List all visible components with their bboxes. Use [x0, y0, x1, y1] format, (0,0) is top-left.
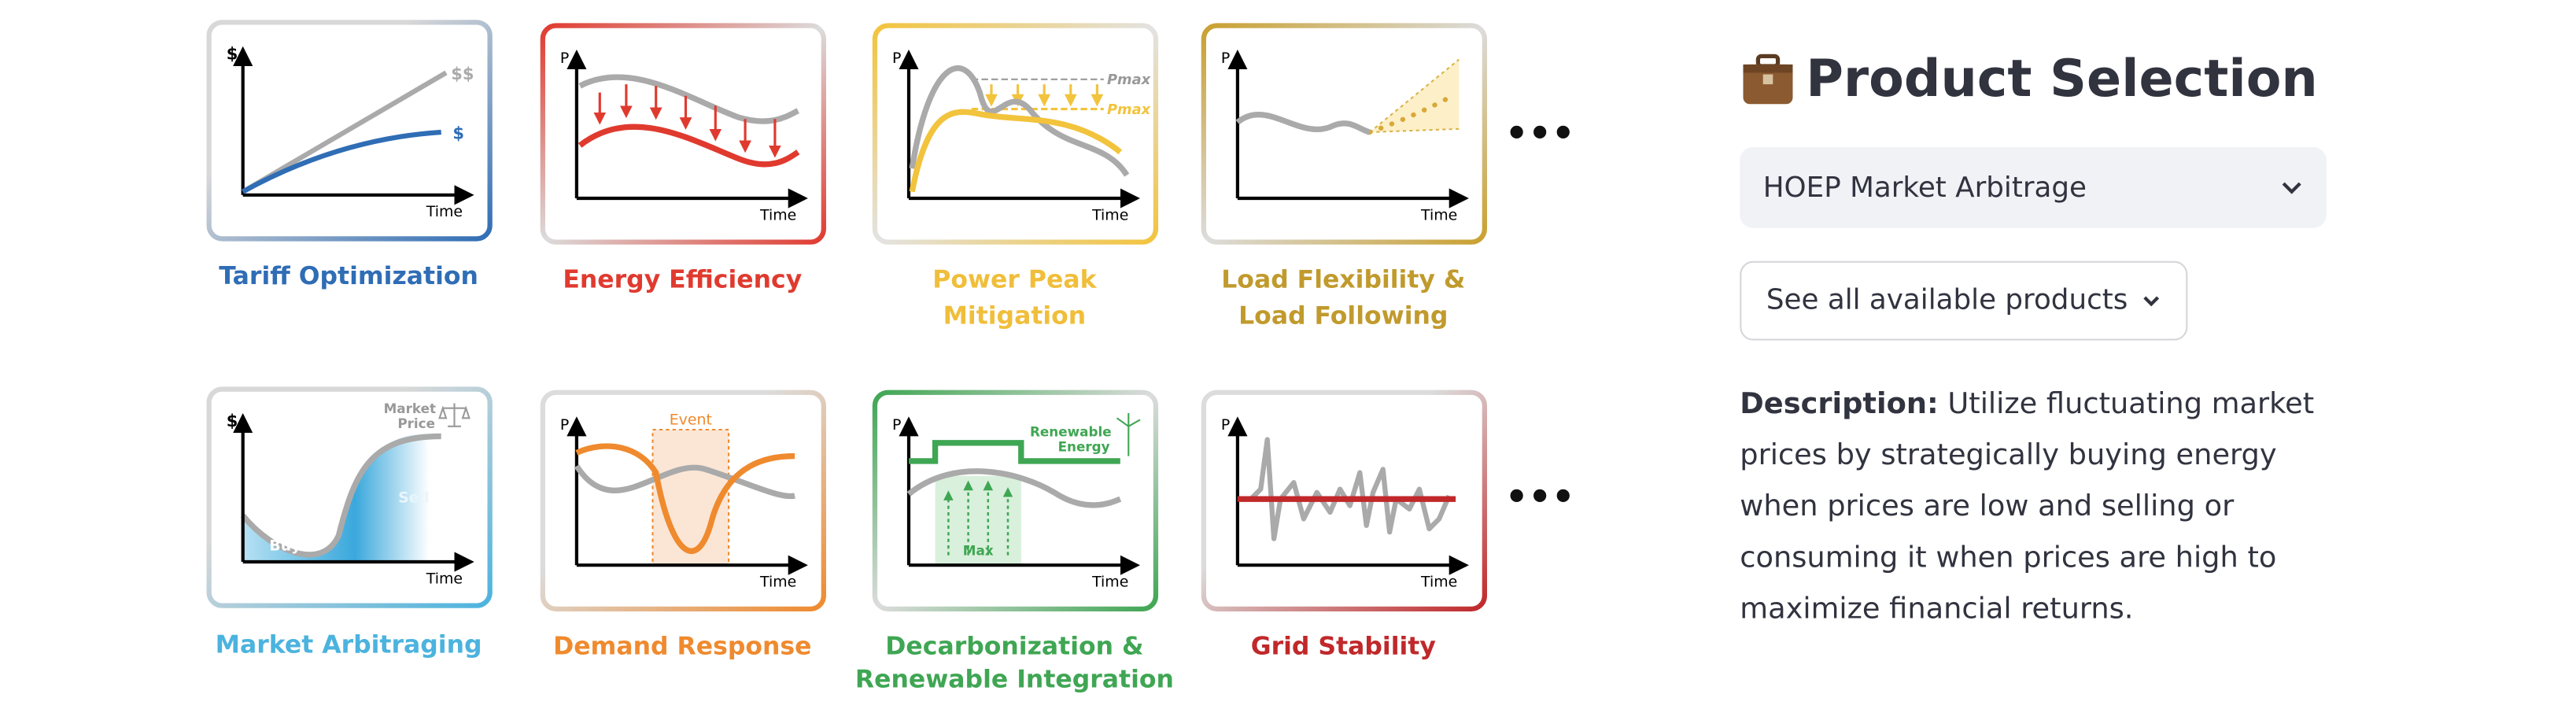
- card[interactable]: $ Time $$ $: [206, 20, 493, 242]
- y-axis-label: P: [892, 416, 901, 434]
- x-axis-label: Time: [1091, 206, 1128, 223]
- card-title: Power Peak: [932, 265, 1097, 294]
- more-indicator: •••: [1505, 475, 1575, 518]
- note: Renewable: [1030, 423, 1112, 439]
- card[interactable]: Event P Time: [540, 390, 826, 611]
- arrows: [985, 84, 1104, 107]
- select-box[interactable]: HOEP Market Arbitrage: [1740, 146, 2327, 228]
- band-edge: [1369, 58, 1460, 134]
- curve: [575, 443, 795, 554]
- y-axis-label: P: [892, 50, 901, 67]
- note: Max: [963, 543, 994, 559]
- curve: [242, 129, 441, 194]
- card-title: Market Arbitraging: [216, 630, 482, 659]
- x-axis-label: Time: [759, 206, 796, 223]
- arrows: [593, 84, 781, 158]
- chevron: [2142, 295, 2159, 306]
- button[interactable]: See all available products: [1740, 260, 2187, 341]
- y-axis-label: $: [227, 412, 238, 430]
- x-axis-label: Time: [759, 574, 796, 591]
- curve: [909, 65, 1130, 177]
- event-window: [651, 428, 730, 567]
- illustrations: $ Time $$ $ Tariff Optimization P Time E…: [206, 20, 1575, 694]
- card-title: Demand Response: [553, 633, 811, 661]
- title: Product Selection: [1806, 49, 2318, 109]
- x-axis-label: Time: [1420, 206, 1457, 223]
- note: $: [452, 124, 464, 142]
- curve: [240, 433, 441, 558]
- card[interactable]: $ Time Market Price Sell Buy: [206, 386, 493, 608]
- arrows: [943, 480, 1013, 556]
- x-axis-label: Time: [426, 570, 463, 587]
- card-frame: [1201, 23, 1487, 245]
- card-title: Decarbonization &: [885, 633, 1143, 661]
- card[interactable]: P Time Pmax Pmax: [872, 23, 1159, 245]
- y-axis-label: P: [1221, 50, 1230, 67]
- select-value: HOEP Market Arbitrage: [1762, 171, 2087, 205]
- curve: [909, 109, 1123, 193]
- x-axis-label: Time: [1091, 574, 1128, 591]
- y-axis-label: P: [560, 50, 569, 67]
- more-indicator: •••: [1505, 112, 1575, 154]
- note: Buy: [269, 537, 301, 554]
- card-title: Energy Efficiency: [563, 265, 802, 294]
- note: Event: [670, 412, 712, 429]
- heading: Product Selection: [1740, 43, 2334, 116]
- card-title: Grid Stability: [1251, 633, 1436, 661]
- y-axis-label: P: [1221, 416, 1230, 434]
- card-title: Mitigation: [943, 302, 1087, 330]
- briefcase-icon: [1743, 54, 1793, 105]
- note: Market: [384, 401, 436, 416]
- card-title: Load Following: [1238, 302, 1448, 330]
- x-axis-label: Time: [1420, 574, 1457, 591]
- note: Pmax: [1107, 72, 1151, 88]
- note: Pmax: [1107, 102, 1151, 118]
- forecast: [1367, 93, 1456, 135]
- description: Description: Utilize fluctuating market …: [1740, 380, 2327, 636]
- note: $$: [451, 65, 474, 83]
- description-label: Description:: [1740, 388, 1939, 422]
- curve: [908, 440, 1120, 464]
- x-axis-label: Time: [426, 203, 463, 220]
- area: [242, 433, 430, 562]
- curve: [906, 468, 1122, 508]
- description-text: Utilize fluctuating market prices by str…: [1740, 388, 2315, 626]
- card[interactable]: P Time: [540, 23, 826, 245]
- curve: [1235, 111, 1371, 135]
- card-title: Tariff Optimization: [219, 262, 478, 290]
- y-axis-label: $: [227, 45, 238, 64]
- card[interactable]: Max P Time Renewable Energy: [872, 390, 1159, 611]
- note: Price: [397, 415, 435, 431]
- note: Energy: [1058, 438, 1110, 454]
- card-title: Renewable Integration: [855, 666, 1174, 694]
- balance-icon: [438, 403, 471, 427]
- chevron: [2282, 181, 2301, 194]
- curve: [578, 74, 799, 124]
- note: Sell: [398, 489, 429, 506]
- card[interactable]: P Time: [1201, 390, 1487, 611]
- curve: [1237, 437, 1452, 541]
- curve: [578, 124, 800, 168]
- turbine-icon: [1116, 412, 1141, 456]
- card[interactable]: P Time: [1201, 23, 1487, 245]
- card-title: Load Flexibility &: [1221, 265, 1465, 294]
- y-axis-label: P: [560, 416, 569, 434]
- button-label: See all available products: [1766, 284, 2128, 318]
- curve: [574, 464, 795, 500]
- sidebar: Product Selection HOEP Market Arbitrage …: [1740, 43, 2334, 637]
